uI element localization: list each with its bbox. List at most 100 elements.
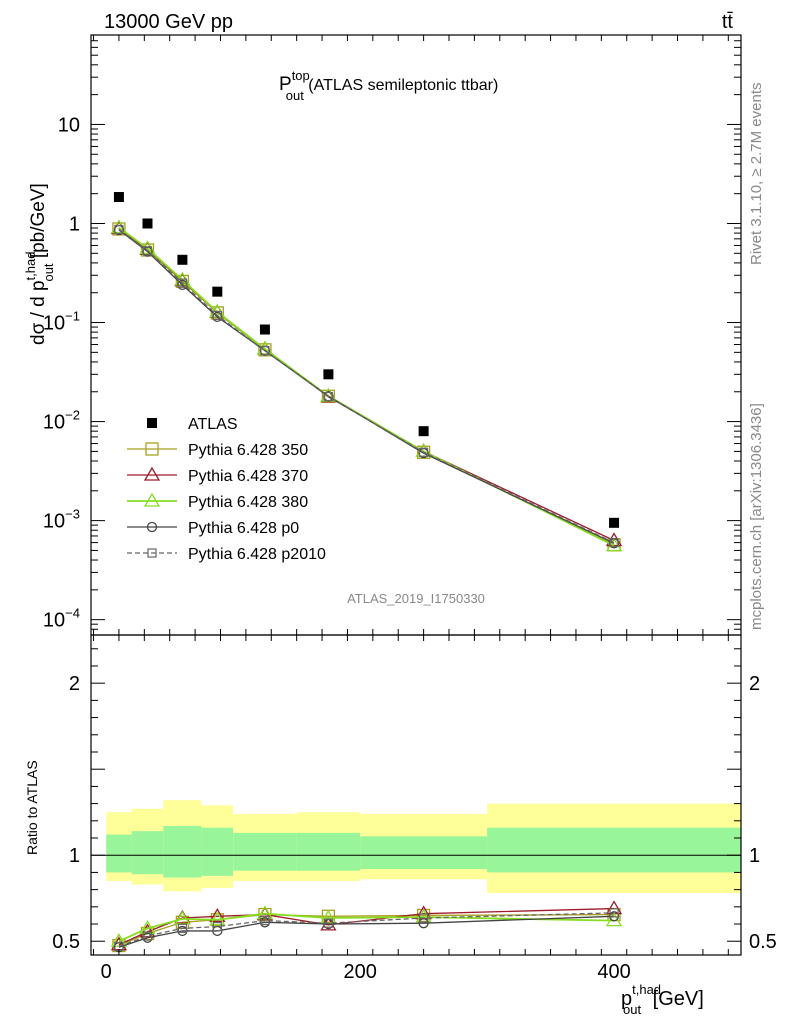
main-ytick-exp: −2: [65, 408, 80, 423]
ratio-point-p0-6: [418, 918, 429, 929]
plot-title-sub: out: [286, 88, 304, 103]
main-point-data-6: [418, 426, 429, 437]
main-point-data-5: [323, 369, 334, 380]
legend-marker-data: [147, 418, 157, 428]
main-point-p2010-0: [114, 224, 124, 235]
analysis-id: ATLAS_2019_I1750330: [347, 591, 485, 606]
main-frame: [90, 34, 742, 636]
main-point-data-4: [259, 324, 270, 335]
band-inner-2: [163, 825, 202, 878]
rivet-version-label: Rivet 3.1.10, ≥ 2.7M events: [748, 83, 765, 266]
ratio-series-p2010: [114, 908, 619, 951]
main-series-data: [113, 192, 620, 528]
ratio-point-p2010-5: [323, 918, 334, 928]
main-series-p2010: [114, 224, 619, 548]
main-point-data-3: [212, 286, 223, 297]
x-label-sub: out: [623, 1002, 641, 1017]
main-y-axis-label: dσ / d pt,had out [pb/GeV]: [23, 183, 56, 345]
main-point-p2010-5: [323, 391, 334, 402]
legend-marker-p380: [143, 492, 161, 507]
main-point-data-0: [113, 192, 124, 203]
ratio-ytick-label-right-1: 1: [749, 845, 760, 867]
legend-marker-p350: [145, 442, 159, 456]
main-ytick-exp: −1: [65, 309, 80, 324]
main-ytick-label-0.01: 10−2: [43, 408, 80, 434]
band-inner-4: [233, 832, 297, 871]
legend-label-p380: Pythia 6.428 380: [188, 494, 308, 511]
plot-title-sup: top: [292, 68, 310, 83]
main-y-label-sup: t,had: [23, 252, 38, 281]
x-tick-label-400: 400: [597, 961, 630, 983]
ratio-point-p2010-1: [142, 931, 153, 941]
band-inner-1: [131, 831, 164, 875]
main-point-p2010-6: [419, 447, 429, 457]
ratio-point-p2010-4: [260, 915, 270, 926]
ratio-point-p2010-3: [212, 922, 222, 932]
main-point-data-1: [142, 218, 153, 229]
main-ytick-label-1: 1: [69, 213, 80, 235]
legend: ATLAS Pythia 6.428 350 Pythia 6.428 370 Pyt…: [127, 416, 326, 563]
ratio-line-p2010: [118, 912, 615, 948]
main-ytick-exp: −3: [65, 507, 80, 522]
band-inner-3: [201, 827, 234, 876]
legend-label-p370: Pythia 6.428 370: [188, 468, 308, 485]
x-label-sup: t,had: [632, 982, 661, 997]
x-label-b: [GeV]: [647, 988, 704, 1010]
main-point-p2010-1: [142, 246, 153, 256]
ratio-ytick-label-right-2: 2: [749, 673, 760, 695]
ratio-ytick-label-left-0.5: 0.5: [52, 931, 80, 953]
legend-label-p0: Pythia 6.428 p0: [188, 520, 299, 537]
ratio-ytick-label-right-0.5: 0.5: [749, 931, 777, 953]
main-point-p2010-2: [177, 278, 188, 288]
ratio-y-axis-label: Ratio to ATLAS: [24, 760, 40, 855]
mcplots-label: mcplots.cern.ch [arXiv:1306.3436]: [748, 403, 765, 630]
main-line-p2010: [118, 228, 615, 544]
plot-title: Ptop out (ATLAS semileptonic ttbar): [279, 68, 498, 103]
main-y-label-b: [pb/GeV]: [28, 183, 49, 263]
main-y-label-sub: out: [41, 263, 56, 281]
band-inner-7: [487, 827, 741, 873]
main-point-p2010-3: [212, 310, 222, 321]
main-ytick-exp: −4: [65, 606, 80, 621]
band-inner-5: [296, 832, 361, 871]
x-label-a: p: [621, 988, 632, 1010]
ratio-plot-area: [110, 900, 623, 953]
ratio-point-p2010-6: [419, 913, 429, 923]
main-point-data-7: [609, 517, 620, 528]
band-inner-0: [106, 834, 132, 873]
main-ytick-base: 10: [43, 313, 65, 335]
main-point-p2010-7: [609, 537, 619, 548]
main-ytick-label-0.1: 10−1: [43, 309, 80, 335]
legend-label-p2010: Pythia 6.428 p2010: [188, 546, 326, 563]
legend-marker-p2010: [147, 548, 157, 558]
plot-title-rest: (ATLAS semileptonic ttbar): [304, 77, 498, 94]
ratio-line-p370: [118, 907, 615, 946]
main-point-p350-4: [258, 343, 272, 357]
ratio-frame: [90, 634, 742, 956]
header-energy: 13000 GeV pp: [104, 11, 233, 33]
plot-title-main: P: [279, 74, 292, 95]
main-y-label-a: dσ / d p: [28, 280, 49, 345]
band-inner-6: [360, 836, 488, 869]
x-tick-label-200: 200: [343, 961, 376, 983]
main-ytick-base: 10: [43, 412, 65, 434]
ratio-point-p2010-2: [177, 923, 188, 933]
legend-label-data: ATLAS: [188, 416, 238, 433]
ratio-line-p380: [118, 912, 615, 943]
legend-label-p350: Pythia 6.428 350: [188, 442, 308, 459]
ratio-line-p0: [118, 915, 615, 948]
ratio-point-p380-3: [209, 911, 226, 926]
main-plot-area: [110, 192, 623, 552]
main-ytick-label-0.0001: 10−4: [43, 606, 80, 632]
main-ytick-base: 10: [43, 610, 65, 632]
legend-marker-p370: [143, 466, 161, 481]
ratio-point-p370-3: [209, 908, 226, 922]
main-point-data-2: [177, 254, 188, 265]
legend-marker-p0: [146, 521, 158, 533]
ratio-ytick-label-left-1: 1: [69, 845, 80, 867]
x-axis-label: pt,had out [GeV]: [621, 982, 704, 1017]
ratio-ytick-label-left-2: 2: [69, 673, 80, 695]
main-ytick-label-0.001: 10−3: [43, 507, 80, 533]
